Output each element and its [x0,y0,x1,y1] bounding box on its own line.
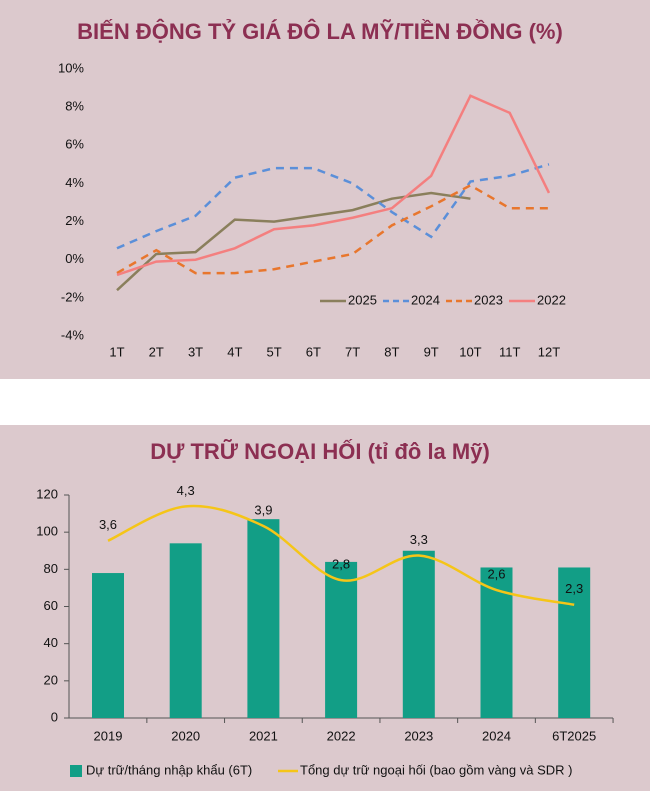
bar [92,573,124,718]
x-tick-label: 2021 [249,728,278,743]
panel-background [0,0,650,379]
series-line [116,163,550,250]
x-tick-label: 9T [424,344,439,359]
x-tick-label: 6T [306,344,321,359]
x-tick-label: 10T [459,344,481,359]
series-line [116,191,471,292]
y-tick-label: 6% [65,137,84,152]
legend-label: Tổng dự trữ ngoại hối (bao gồm vàng và S… [300,762,573,777]
x-tick-label: 2019 [94,728,123,743]
x-tick-label: 2024 [482,728,511,743]
y-tick-label: 100 [36,524,58,539]
bar [402,550,435,718]
y-tick-label: 40 [44,635,58,650]
legend-swatch [70,765,82,777]
data-label: 3,6 [99,517,117,532]
chart-title: BIẾN ĐỘNG TỶ GIÁ ĐÔ LA MỸ/TIỀN ĐỒNG (%) [77,19,563,44]
x-tick-label: 5T [266,344,281,359]
y-tick-label: 120 [36,486,58,501]
bar [325,561,358,718]
x-tick-label: 2022 [327,728,356,743]
data-label: 2,6 [487,566,505,581]
x-tick-label: 2020 [171,728,200,743]
series-line [107,504,575,607]
data-label: 4,3 [177,483,195,498]
bar [558,567,591,718]
legend-label: 2023 [474,292,503,307]
y-tick-label: 80 [44,561,58,576]
x-tick-label: 4T [227,344,242,359]
y-tick-label: 10% [58,60,84,75]
series-line [116,183,549,275]
bar [169,543,202,718]
legend-label: Dự trữ/tháng nhập khẩu (6T) [86,762,252,777]
y-tick-label: 0 [51,709,58,724]
legend-label: 2024 [411,292,440,307]
y-tick-label: -4% [61,327,85,342]
data-label: 3,3 [410,532,428,547]
x-tick-label: 2023 [404,728,433,743]
chart-title: DỰ TRỮ NGOẠI HỐI (tỉ đô la Mỹ) [150,438,490,464]
x-tick-label: 8T [384,344,399,359]
data-label: 2,3 [565,581,583,596]
bar [247,519,280,718]
legend-label: 2025 [348,292,377,307]
legend-label: 2022 [537,292,566,307]
x-tick-label: 3T [188,344,203,359]
x-tick-label: 6T2025 [552,728,596,743]
x-tick-label: 12T [538,344,560,359]
data-label: 2,8 [332,557,350,572]
x-tick-label: 2T [149,344,164,359]
y-tick-label: 20 [44,672,58,687]
y-tick-label: 60 [44,598,58,613]
y-tick-label: 2% [65,213,84,228]
x-tick-label: 11T [499,344,520,359]
y-tick-label: 4% [65,175,84,190]
y-tick-label: 8% [65,99,84,114]
x-tick-label: 1T [109,344,124,359]
series-line [116,94,551,277]
y-tick-label: 0% [65,251,84,266]
y-tick-label: -2% [61,289,85,304]
x-tick-label: 7T [345,344,360,359]
data-label: 3,9 [254,502,272,517]
